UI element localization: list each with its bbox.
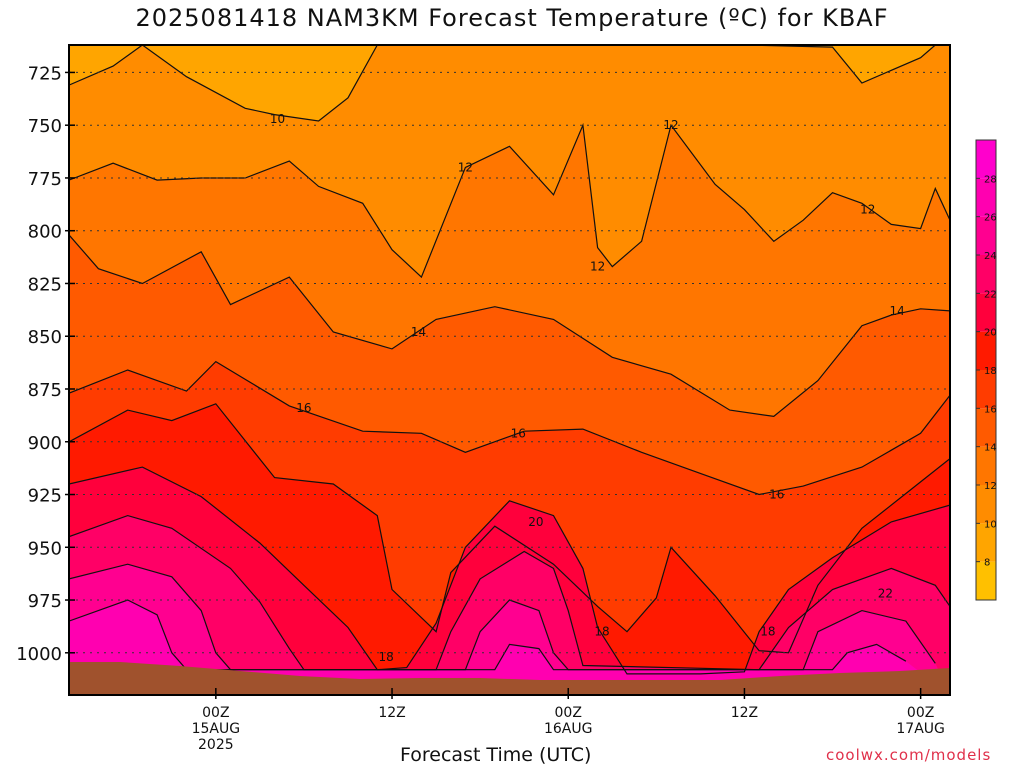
temperature-fill xyxy=(69,45,950,695)
isotherm-18 xyxy=(69,403,950,654)
contour-label-14: 14 xyxy=(889,304,904,318)
isotherm-10 xyxy=(69,45,950,122)
contour-label-14: 14 xyxy=(411,325,426,339)
colorbar-swatch-20 xyxy=(976,293,996,332)
colorbar-swatch-16 xyxy=(976,370,996,409)
plot-frame xyxy=(68,44,951,696)
contour-label-12: 12 xyxy=(590,260,605,274)
x-tick-label-24-1: 16AUG xyxy=(544,721,593,737)
colorbar-label-8: 8 xyxy=(984,558,990,569)
y-tick-label-875: 875 xyxy=(28,380,62,401)
isotherm-24 xyxy=(69,563,936,671)
y-tick-label-900: 900 xyxy=(28,433,62,454)
contour-label-12: 12 xyxy=(458,160,473,174)
isotherm-16 xyxy=(69,360,950,496)
temperature-band-24 xyxy=(69,564,950,695)
x-tick-label-12-0: 12Z xyxy=(378,705,405,721)
temperature-band-26 xyxy=(69,600,950,695)
contour-label-16: 16 xyxy=(296,401,311,415)
contour-label-12: 12 xyxy=(860,203,875,217)
colorbar-label-20: 20 xyxy=(984,328,997,339)
isotherm-14 xyxy=(69,234,950,418)
y-tick-label-1000: 1000 xyxy=(16,644,62,665)
x-tick-label-24-0: 00Z xyxy=(555,705,582,721)
y-tick-label-950: 950 xyxy=(28,538,62,559)
contour-label-22: 22 xyxy=(878,587,893,601)
colorbar-swatch-14 xyxy=(976,408,996,447)
chart-title: 2025081418 NAM3KM Forecast Temperature (… xyxy=(135,4,889,32)
colorbar-label-12: 12 xyxy=(984,481,997,492)
contour-label-16: 16 xyxy=(769,488,784,502)
colorbar-swatch-22 xyxy=(976,255,996,294)
y-axis: 725 750 775 800 825 850 875 900 925 950 975 1000 xyxy=(16,63,75,665)
y-tick-label-800: 800 xyxy=(28,222,62,243)
x-tick-label-0-1: 15AUG xyxy=(192,721,241,737)
terrain-ground xyxy=(69,662,950,695)
y-tick-label-775: 775 xyxy=(28,169,62,190)
y-tick-label-725: 725 xyxy=(28,63,62,84)
y-tick-label-925: 925 xyxy=(28,486,62,507)
colorbar-swatch-12 xyxy=(976,446,996,485)
x-axis-label: Forecast Time (UTC) xyxy=(400,744,592,766)
colorbar-swatch-26 xyxy=(976,178,996,217)
colorbar-label-16: 16 xyxy=(984,404,997,415)
colorbar-label-14: 14 xyxy=(984,443,997,454)
y-tick-label-750: 750 xyxy=(28,116,62,137)
colorbar-label-26: 26 xyxy=(984,213,997,224)
colorbar-label-18: 18 xyxy=(984,366,997,377)
colorbar-label-28: 28 xyxy=(984,174,997,185)
y-tick-label-825: 825 xyxy=(28,274,62,295)
contour-label-16: 16 xyxy=(511,426,526,440)
y-tick-label-975: 975 xyxy=(28,591,62,612)
isotherm-20 xyxy=(69,466,950,675)
plot-area xyxy=(69,45,950,695)
contour-label-20: 20 xyxy=(528,515,543,529)
contour-label-18: 18 xyxy=(760,625,775,639)
colorbar-swatch-24 xyxy=(976,216,996,255)
colorbar-swatch-6 xyxy=(976,561,996,600)
x-tick-label-36-0: 12Z xyxy=(731,705,758,721)
contour-label-18: 18 xyxy=(379,650,394,664)
x-tick-label-48-0: 00Z xyxy=(907,705,934,721)
credit-text: coolwx.com/models xyxy=(826,746,992,764)
colorbar-swatch-10 xyxy=(976,485,996,524)
colorbar-swatch-18 xyxy=(976,331,996,370)
isotherm-12 xyxy=(69,122,950,279)
y-tick-label-850: 850 xyxy=(28,327,62,348)
x-tick-label-0-0: 00Z xyxy=(202,705,229,721)
colorbar: 8 10 12 14 16 18 20 22 24 26 28 xyxy=(975,139,997,601)
contour-label-12: 12 xyxy=(663,118,678,132)
colorbar-swatch-28 xyxy=(976,140,996,179)
colorbar-label-22: 22 xyxy=(984,289,997,300)
colorbar-swatch-8 xyxy=(976,523,996,562)
isotherm-22 xyxy=(69,514,950,671)
contour-labels: 10 12 12 12 12 14 14 16 16 16 20 22 18 18 18 xyxy=(270,112,905,664)
x-tick-label-0-2: 2025 xyxy=(198,737,234,753)
contour-label-18: 18 xyxy=(594,625,609,639)
contour-label-10: 10 xyxy=(270,112,285,126)
colorbar-label-10: 10 xyxy=(984,519,997,530)
x-tick-label-48-1: 17AUG xyxy=(896,721,945,737)
colorbar-label-24: 24 xyxy=(984,251,997,262)
